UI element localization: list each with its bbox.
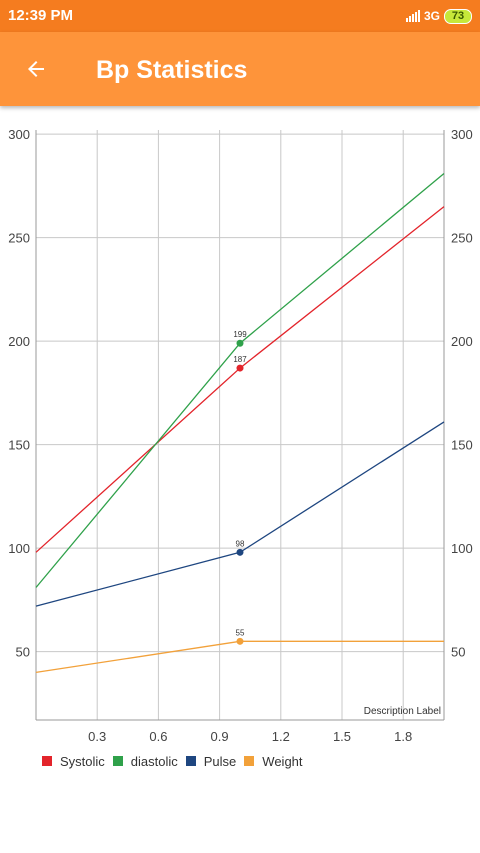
y-tick-label-right: 50: [451, 645, 465, 660]
y-tick-label-left: 300: [8, 127, 30, 142]
y-tick-label-left: 250: [8, 231, 30, 246]
chart-canvas: 0.3 0.6 0.9 1.2 1.5 1.8 50 50 100 100 150 150 200 200…: [8, 127, 473, 744]
battery-icon: 73: [444, 8, 472, 24]
legend-item-1: diastolic: [112, 753, 178, 769]
legend-item-2: Pulse: [185, 753, 237, 769]
value-label-3: 55: [236, 628, 245, 637]
legend-label: Weight: [262, 753, 303, 769]
y-tick-label-left: 200: [8, 334, 30, 349]
value-label-1: 199: [233, 330, 247, 339]
status-time: 12:39 PM: [8, 7, 74, 24]
x-tick-label: 1.8: [394, 729, 412, 744]
legend-swatch: [185, 756, 196, 766]
x-tick-label: 0.6: [149, 729, 167, 744]
network-type: 3G: [423, 9, 440, 23]
legend-label: Pulse: [203, 753, 237, 769]
series-point-3: [236, 637, 244, 645]
value-label-0: 187: [233, 355, 247, 364]
legend-label: diastolic: [130, 753, 178, 769]
bp-line-chart[interactable]: 0.3 0.6 0.9 1.2 1.5 1.8 50 50 100 100 150 150 200 200…: [0, 106, 480, 746]
x-tick-label: 1.5: [333, 729, 351, 744]
legend-label: Systolic: [60, 753, 105, 769]
app-bar: Bp Statistics: [0, 32, 480, 106]
x-tick-label: 1.2: [272, 729, 290, 744]
y-tick-label-left: 50: [16, 645, 30, 660]
value-label-2: 98: [236, 539, 245, 548]
x-tick-label: 0.3: [88, 729, 106, 744]
status-bar: 12:39 PM 3G 73: [0, 0, 480, 32]
legend-swatch: [244, 756, 255, 766]
y-tick-label-left: 150: [8, 438, 30, 453]
legend-item-0: Systolic: [42, 754, 105, 769]
status-indicators: 3G 73: [405, 8, 472, 24]
y-tick-label-right: 200: [451, 334, 473, 349]
series-point-0: [236, 364, 244, 372]
y-tick-label-right: 150: [451, 438, 473, 453]
signal-bars-icon: [405, 10, 420, 22]
x-tick-label: 0.9: [211, 729, 229, 744]
y-tick-label-right: 250: [451, 231, 473, 246]
series-point-1: [236, 339, 244, 347]
legend-item-3: Weight: [244, 753, 303, 769]
y-tick-label-right: 300: [451, 127, 473, 142]
legend-swatch: [112, 756, 123, 766]
back-arrow-icon: [28, 61, 44, 77]
back-button[interactable]: [16, 49, 56, 89]
y-tick-label-left: 100: [8, 541, 30, 556]
battery-level: 73: [451, 9, 465, 22]
series-point-2: [236, 548, 244, 556]
y-tick-label-right: 100: [451, 541, 473, 556]
chart-description: Description Label: [364, 706, 441, 717]
chart-legend: Systolic diastolic Pulse Weight: [42, 752, 311, 770]
legend-swatch: [42, 756, 52, 766]
page-title: Bp Statistics: [96, 56, 248, 84]
